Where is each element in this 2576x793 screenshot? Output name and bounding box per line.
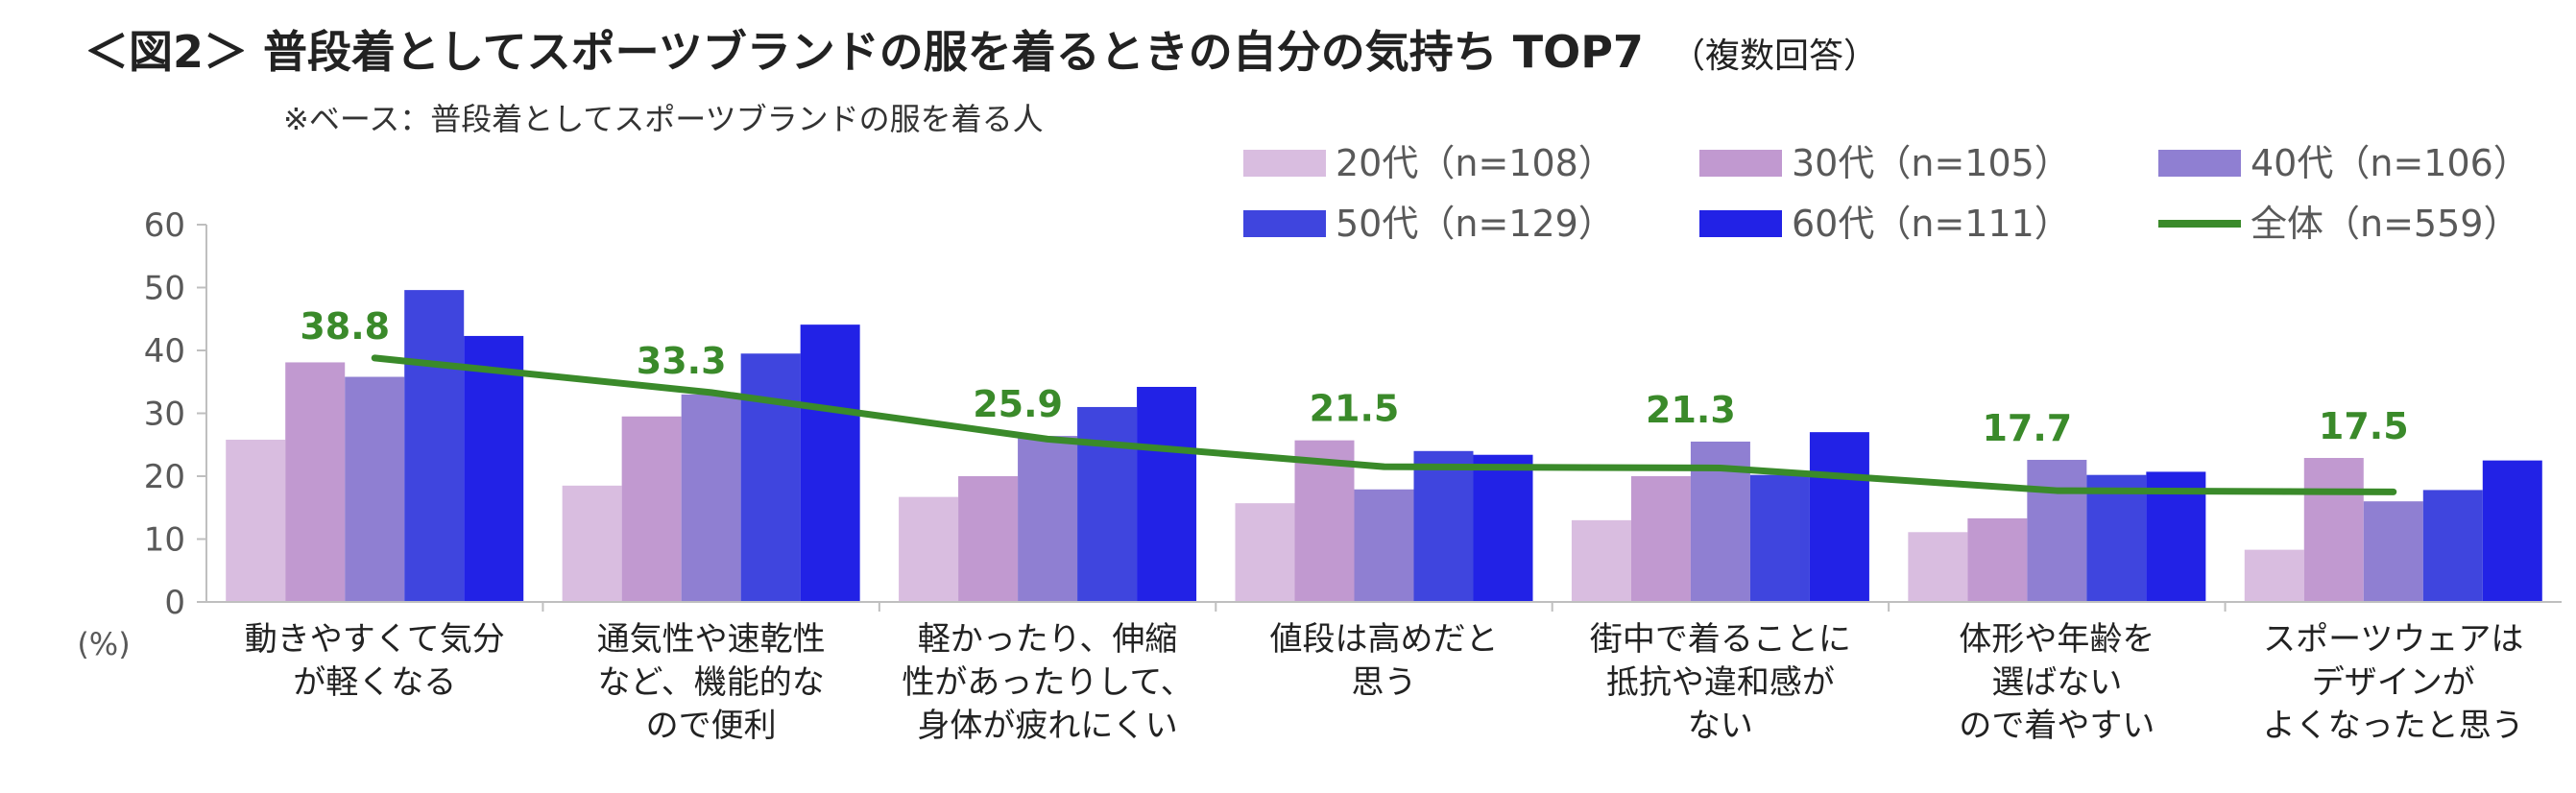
bar [1137,386,1197,602]
total-data-label: 38.8 [300,305,390,348]
bar [1571,519,1631,602]
legend-swatch [1699,150,1782,177]
legend-label: 20代（n=108） [1336,142,1615,184]
category-label: スポーツウェアはデザインがよくなったと思う [2263,620,2524,745]
category-label-line: 抵抗や違和感が [1606,663,1835,702]
category-label-line: 身体が疲れにくい [917,707,1177,745]
category-label-line: ない [1688,707,1753,745]
bar [1294,440,1355,602]
category-label-line: 値段は高めだと [1270,620,1499,659]
category-label-line: 通気性や速乾性 [597,620,826,659]
bar [1018,436,1078,602]
bar [1077,406,1138,602]
y-tick-label: 50 [144,270,185,308]
legend-label: 60代（n=111） [1792,203,2071,245]
y-tick-label: 30 [144,396,185,434]
bar [681,394,741,602]
bar [2303,458,2364,602]
bar [1354,489,1414,602]
legend-swatch [1243,150,1326,177]
chart-subtitle: ※ベース：普段着としてスポーツブランドの服を着る人 [283,101,1044,137]
category-label-line: 軽かったり、伸縮 [918,620,1178,659]
total-data-label: 17.7 [1982,407,2072,449]
category-label-line: 動きやすくて気分 [245,620,505,659]
total-data-label: 21.5 [1310,388,1400,430]
total-data-label: 17.5 [2319,405,2409,447]
legend-label: 全体（n=559） [2251,203,2519,245]
total-data-label: 25.9 [973,383,1063,425]
legend-label: 30代（n=105） [1792,142,2071,184]
y-tick-label: 10 [144,521,185,560]
bar [740,353,801,602]
bar [621,416,682,602]
category-label: 街中で着ることに抵抗や違和感がない [1590,620,1851,745]
legend-label: 40代（n=106） [2251,142,2530,184]
legend-swatch [1699,210,1782,237]
bar [1630,476,1691,602]
category-label-line: よくなったと思う [2263,707,2524,745]
category-label: 通気性や速乾性など、機能的なので便利 [597,620,826,745]
bar [404,290,465,602]
y-tick-label: 20 [144,458,185,496]
category-label-line: スポーツウェアは [2263,620,2523,659]
bar [2422,490,2483,602]
category-label-line: デザインが [2312,663,2475,702]
bar [1908,532,1968,602]
category-label: 動きやすくて気分が軽くなる [245,620,505,702]
bar [2086,474,2147,602]
y-tick-label: 60 [144,206,185,245]
y-tick-label: 40 [144,332,185,371]
bar [1749,474,1810,602]
bar [1413,450,1474,602]
bar [2363,501,2423,602]
bar [1809,432,1869,602]
category-label-line: 街中で着ることに [1590,620,1851,659]
bars [226,290,2542,602]
y-axis-unit: (%) [77,626,130,662]
bar [1473,454,1533,602]
bar [345,376,405,602]
category-label-line: 思う [1352,663,1417,702]
category-label-line: 性があったりして、 [902,663,1192,702]
category-label: 軽かったり、伸縮性があったりして、身体が疲れにくい [902,620,1192,745]
total-data-label: 33.3 [637,340,727,382]
category-label-line: ので着やすい [1959,707,2155,745]
chart-title-note: （複数回答） [1671,36,1878,76]
legend-label: 50代（n=129） [1336,203,1615,245]
category-label-line: ので便利 [646,707,777,745]
data-labels: 38.8 33.3 25.9 21.5 21.3 17.7 17.5 [300,305,2408,449]
category-label-line: など、機能的な [597,663,824,702]
bar [285,362,346,602]
bar [1235,503,1295,602]
bar [464,335,524,602]
chart-title: ＜図2＞ 普段着としてスポーツブランドの服を着るときの自分の気持ち TOP7 （… [84,26,1878,78]
legend-swatch [1243,210,1326,237]
category-label: 値段は高めだと思う [1270,620,1499,702]
category-label-line: 選ばない [1991,663,2122,702]
bar [2244,549,2304,602]
total-line [371,354,2397,495]
x-axis: 動きやすくて気分が軽くなる通気性や速乾性など、機能的なので便利軽かったり、伸縮性… [206,601,2562,745]
y-tick-label: 0 [164,584,185,622]
bar [2482,460,2542,602]
bar [226,440,286,602]
legend: 20代（n=108） 30代（n=105） 40代（n=106） 50代（n=129）… [1243,142,2530,245]
bar [1967,517,2028,602]
category-label-line: 体形や年齢を [1959,620,2155,659]
chart-title-main: ＜図2＞ 普段着としてスポーツブランドの服を着るときの自分の気持ち TOP7 [84,26,1644,78]
legend-swatch [2158,150,2241,177]
bar [958,476,1019,602]
category-label-line: が軽くなる [293,663,456,702]
bar [800,324,860,602]
y-axis: 0 10 20 30 40 50 60 [144,206,207,622]
total-data-label: 21.3 [1646,389,1736,431]
bar [562,485,622,602]
total-line-layer [371,354,2397,495]
bar [2027,459,2087,602]
category-label: 体形や年齢を選ばないので着やすい [1959,620,2155,745]
bar [899,496,959,602]
